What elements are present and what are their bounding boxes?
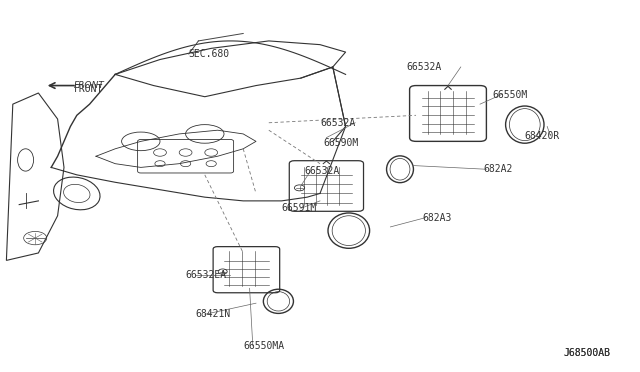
Text: J68500AB: J68500AB <box>563 349 610 358</box>
Text: SEC.680: SEC.680 <box>189 49 230 59</box>
Text: 66532EA: 66532EA <box>186 270 227 280</box>
Text: 66550M: 66550M <box>493 90 528 100</box>
Text: 66532A: 66532A <box>406 62 442 72</box>
Text: 66550MA: 66550MA <box>243 341 284 351</box>
Text: 682A2: 682A2 <box>483 164 513 174</box>
Text: FRONT: FRONT <box>74 84 103 94</box>
Text: 68421N: 68421N <box>195 310 230 319</box>
Text: 682A3: 682A3 <box>422 213 452 222</box>
Text: FRONT: FRONT <box>74 81 104 90</box>
Text: 66532A: 66532A <box>304 166 339 176</box>
Text: 66590M: 66590M <box>323 138 358 148</box>
Text: J68500AB: J68500AB <box>563 349 610 358</box>
Text: 68420R: 68420R <box>525 131 560 141</box>
Text: 66532A: 66532A <box>320 118 355 128</box>
Text: 66591M: 66591M <box>282 203 317 213</box>
